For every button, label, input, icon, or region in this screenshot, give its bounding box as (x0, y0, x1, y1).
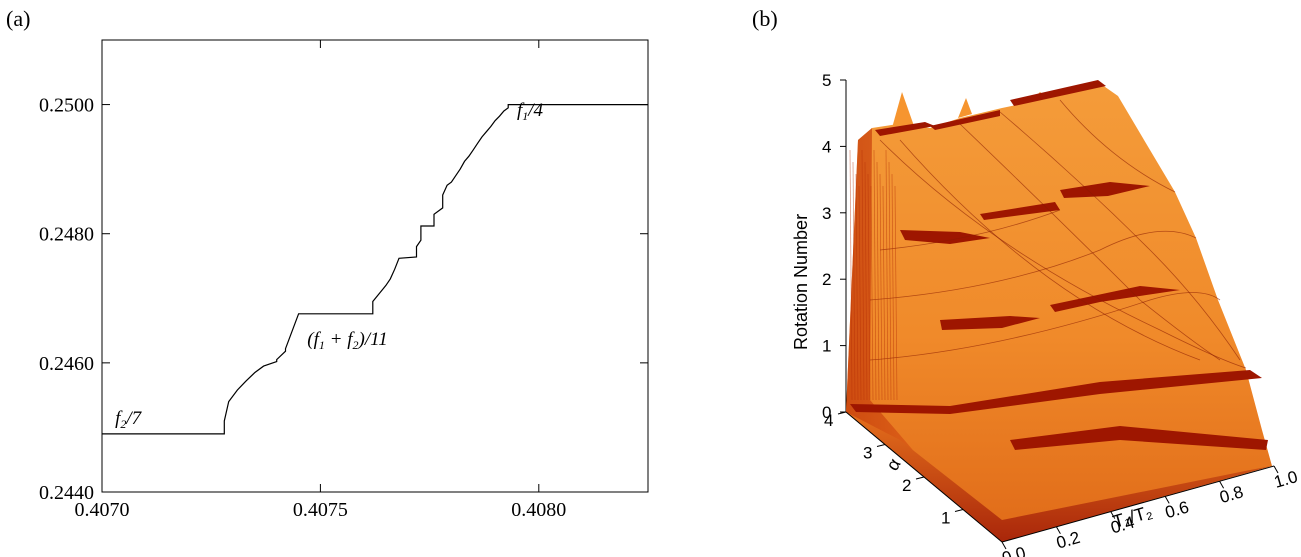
alpha-tick-2 (876, 444, 886, 447)
t-ratio-tick-label: 1.0 (1272, 467, 1300, 492)
surface-terrace-2 (1010, 80, 1106, 106)
surface-wall-stripe (888, 161, 892, 401)
t-ratio-tick-1 (1055, 526, 1061, 535)
alpha-tick-1 (915, 476, 925, 480)
z-tick-label: 0 (822, 403, 831, 422)
z-tick-label: 2 (822, 270, 831, 289)
surface-terrace-3 (1060, 182, 1150, 198)
z-axis-label: Rotation Number (791, 214, 811, 350)
surface-wall-stripe (873, 149, 877, 401)
t-ratio-tick-label: 0.2 (1054, 528, 1082, 553)
z-tick-label: 3 (822, 204, 831, 223)
surface-curve-5 (869, 292, 1221, 361)
alpha-axis-ticks: 1 2 3 4 (824, 411, 964, 528)
x-tick-label: 0.4070 (75, 499, 130, 521)
surface-peak (958, 98, 972, 118)
annotation-label-0: f2/7 (115, 408, 143, 431)
t-ratio-tick-5 (1273, 465, 1279, 474)
y-tick-label: 0.2440 (39, 482, 94, 504)
surface-peak (892, 92, 914, 128)
annotation-label-2: f1/4 (517, 100, 544, 123)
surface-curve-1 (899, 139, 1201, 361)
panel-a-label: (a) (6, 6, 30, 31)
surface-wall-stripe (858, 185, 862, 401)
surface-terrace-6 (940, 316, 1040, 330)
panel-b-label: (b) (752, 6, 778, 31)
surface-curve-6 (879, 209, 1061, 251)
surface-wall-stripe (894, 185, 898, 401)
y-tick-label: 0.2480 (39, 224, 94, 246)
annotation-label-1: (f1 + f2)/11 (307, 329, 387, 352)
alpha-tick-0 (954, 509, 964, 512)
z-tick-label: 4 (822, 137, 831, 156)
surface-curve-2 (959, 123, 1221, 361)
t-ratio-tick-label: 0.8 (1217, 482, 1245, 507)
surface-wall-stripe (855, 173, 859, 401)
surface-terrace-4 (980, 202, 1060, 220)
surface-curve-7 (1059, 99, 1176, 193)
t-ratio-tick-label: 0.6 (1163, 497, 1191, 522)
alpha-tick-label: 2 (902, 476, 911, 495)
x-tick-label: 0.4075 (293, 499, 348, 521)
x-tick-label: 0.4080 (511, 499, 566, 521)
surface-wall-stripe (879, 173, 883, 401)
surface-terrace-5 (1050, 286, 1180, 312)
alpha-tick-3 (837, 411, 847, 415)
surface-terrace-0 (875, 122, 935, 136)
alpha-tick-label: 3 (863, 444, 872, 463)
t-ratio-tick-2 (1110, 511, 1116, 519)
rotation-number-surface (846, 80, 1272, 542)
surface-wall-stripe (867, 173, 871, 401)
alpha-tick-label: 4 (824, 411, 833, 430)
surface-terrace-1 (930, 110, 1000, 130)
panel-a-ticks (101, 40, 648, 493)
t-ratio-tick-4 (1219, 480, 1225, 489)
surface-body (846, 82, 1272, 542)
surface-curve-3 (999, 111, 1241, 361)
y-tick-label: 0.2500 (39, 95, 94, 117)
surface-terrace-9 (900, 230, 990, 244)
panel-a-tick-labels: 0.4070 0.4075 0.4080 0.2440 0.2460 0.2480 0.25… (39, 95, 566, 521)
surface-wall-stripe (861, 149, 865, 401)
surface-curve-4 (869, 230, 1197, 301)
z-tick-label: 5 (822, 71, 831, 90)
surface-base (846, 412, 1272, 542)
surface-terrace-8 (1010, 426, 1268, 450)
surface-wall-stripe (864, 161, 868, 401)
surface-wall-stripe (882, 185, 886, 401)
z-axis-ticks: 0 1 2 3 4 5 (822, 71, 846, 422)
t-ratio-tick-0 (1001, 541, 1007, 550)
surface-wall-stripe (852, 161, 856, 401)
t-ratio-tick-3 (1164, 496, 1170, 504)
surface-terrace-7 (850, 370, 1262, 414)
surface-wall-stripe (891, 173, 895, 401)
panel-a-frame (101, 39, 649, 493)
surface-wall-stripe (870, 185, 874, 401)
panel-a-annotations: f2/7 (f1 + f2)/11 f1/4 (115, 100, 543, 431)
surface-wall-stripe (885, 149, 889, 401)
surface-curve-0 (879, 139, 1247, 369)
alpha-tick-label: 1 (941, 509, 950, 528)
devil-staircase-line (102, 104, 648, 435)
surface-wall-stripe (849, 149, 853, 401)
t-ratio-axis-line (1001, 465, 1275, 543)
y-tick-label: 0.2460 (39, 353, 94, 375)
surface-wall-stripe (876, 161, 880, 401)
panel-a-line-chart: (a) 0.4070 0.4075 0.4080 0.2440 0.2460 0.2480… (6, 6, 649, 521)
z-tick-label: 1 (822, 337, 831, 356)
